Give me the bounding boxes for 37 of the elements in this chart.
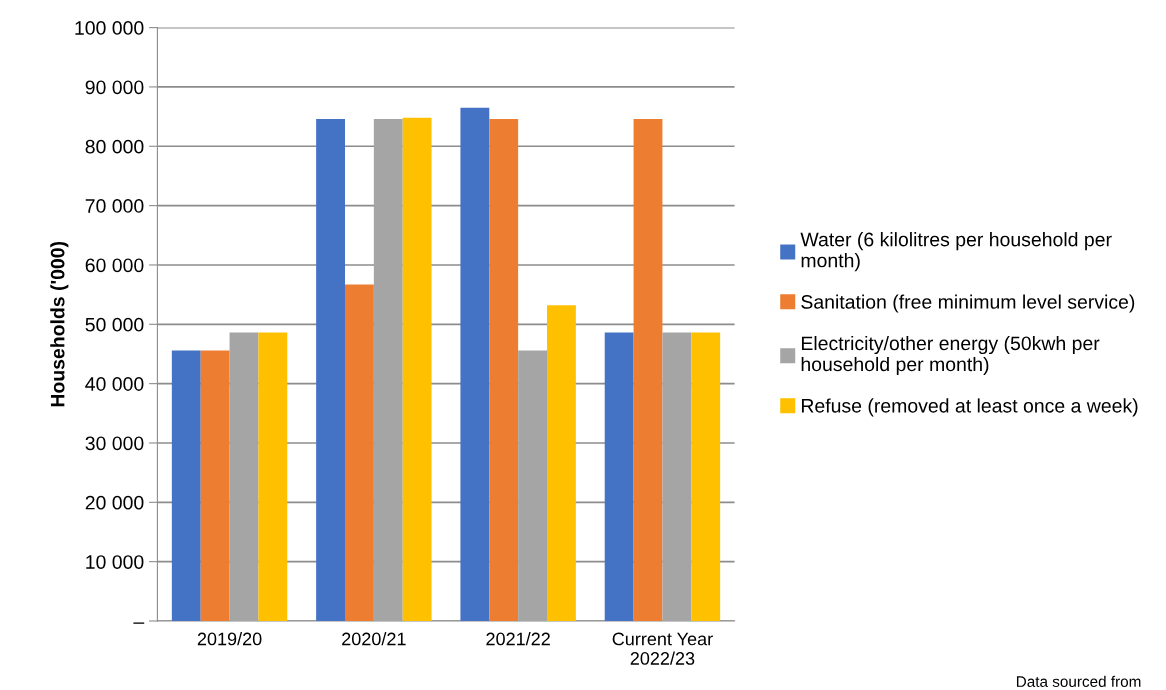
bar [344, 284, 374, 621]
bar [518, 350, 547, 621]
y-tick-label: 10 000 [86, 555, 144, 569]
legend-label: Water (6 kilolitres per household per month) [800, 232, 1112, 272]
bar [604, 332, 634, 621]
y-tick-label: 80 000 [85, 139, 144, 154]
bar [489, 118, 519, 621]
y-tick-label: 70 000 [85, 199, 144, 213]
y-tick-label: 30 000 [85, 436, 144, 451]
y-tick-label: 40 000 [85, 377, 144, 391]
x-tick-label: Current Year 2022/23 [612, 632, 713, 665]
y-tick-label: 90 000 [85, 80, 144, 95]
bar [373, 118, 403, 621]
x-tick-label: 2020/21 [342, 632, 406, 646]
bar [402, 117, 432, 621]
bar [171, 350, 201, 621]
x-tick-label: 2019/20 [197, 632, 262, 646]
bar [460, 107, 490, 621]
bar [258, 332, 288, 621]
legend-label: Refuse (removed at least once a week) [801, 398, 1138, 417]
bar [662, 332, 692, 621]
legend-label: Sanitation (free minimum level service) [801, 294, 1135, 313]
bar [633, 118, 663, 621]
y-tick-label: 20 000 [85, 495, 144, 510]
y-tick-label: – [133, 622, 145, 624]
bar [316, 118, 345, 621]
y-tick-label: 50 000 [85, 317, 144, 332]
bar [229, 332, 259, 621]
bar [547, 305, 576, 621]
bar [200, 350, 230, 621]
y-tick-label: 100 000 [75, 21, 144, 35]
legend-label: Electricity/other energy (50kwh per household per month) [801, 335, 1100, 376]
text: Data sourced from [1016, 675, 1141, 687]
y-tick-label: 60 000 [85, 258, 144, 273]
x-tick-label: 2021/22 [486, 632, 550, 646]
y-axis-title: Households ('000) [50, 241, 69, 407]
bar [691, 332, 721, 621]
